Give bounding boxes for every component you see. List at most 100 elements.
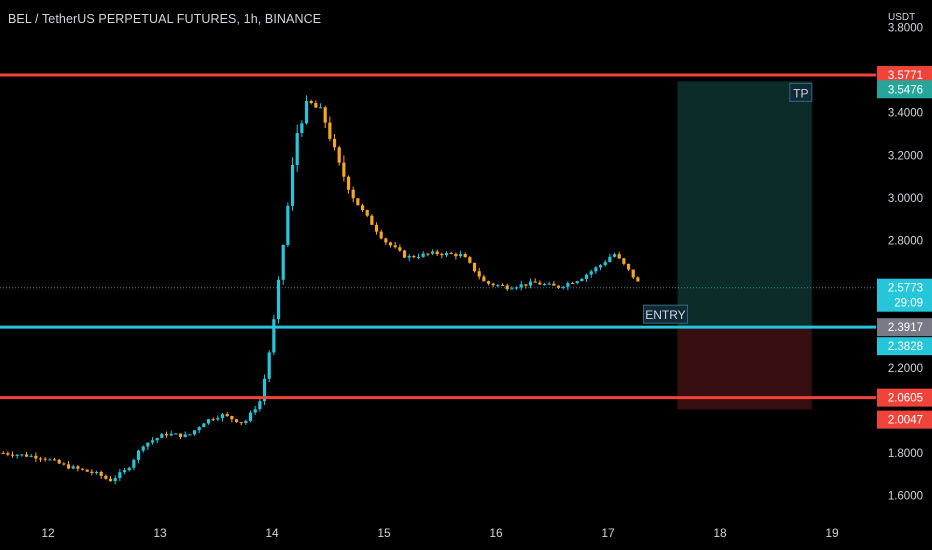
- candle-body: [603, 262, 607, 266]
- candle-body: [164, 434, 169, 436]
- price-tag-label: 2.3917: [888, 322, 923, 334]
- candle-body: [622, 258, 626, 264]
- candle-body: [276, 279, 281, 320]
- candle-body: [332, 138, 337, 148]
- candle-body: [192, 430, 197, 435]
- candle-body: [505, 285, 509, 290]
- candle-body: [435, 251, 439, 254]
- candle-body: [85, 469, 89, 472]
- candle-body: [169, 433, 173, 436]
- candle-body: [575, 281, 579, 284]
- candle-body: [580, 278, 584, 282]
- candle-body: [384, 238, 388, 243]
- candle-body: [202, 423, 206, 428]
- candle-body: [304, 101, 309, 124]
- price-tag: [877, 293, 932, 312]
- candle-body: [510, 288, 514, 290]
- candle-body: [309, 101, 313, 103]
- candle-body: [444, 253, 449, 256]
- candle-body: [211, 419, 215, 421]
- candle-body: [500, 285, 505, 287]
- candle-body: [631, 269, 635, 278]
- candle-body: [71, 466, 75, 469]
- candle-body: [239, 422, 243, 424]
- candle-body: [337, 147, 341, 163]
- y-tick-label: 3.2000: [888, 150, 923, 162]
- candle-body: [482, 276, 486, 282]
- candle-body: [206, 419, 211, 424]
- candle-body: [374, 224, 379, 232]
- x-tick-label: 16: [489, 526, 503, 540]
- candle-body: [552, 283, 556, 286]
- candle-body: [416, 256, 421, 258]
- candle-body: [440, 253, 444, 256]
- price-tag-label: 2.0605: [888, 393, 923, 405]
- candle-body: [486, 281, 491, 284]
- candle-body: [6, 453, 10, 455]
- candle-body: [57, 459, 61, 464]
- candle-body: [188, 434, 192, 436]
- y-tick-label: 2.8000: [888, 235, 923, 247]
- candle-body: [48, 459, 52, 461]
- price-tag: [877, 337, 932, 356]
- candle-body: [108, 478, 113, 482]
- x-tick-label: 17: [601, 526, 615, 540]
- entry-label-box[interactable]: [642, 304, 688, 324]
- candle-body: [636, 277, 640, 282]
- candle-body: [314, 102, 318, 108]
- candle-body: [43, 458, 47, 460]
- tp-label-box[interactable]: [789, 82, 813, 102]
- candle-body: [220, 414, 225, 419]
- candle-body: [150, 440, 155, 443]
- candle-body: [267, 352, 271, 379]
- candle-body: [230, 415, 234, 420]
- candle-body: [76, 466, 80, 469]
- candle-body: [454, 253, 458, 257]
- candle-body: [398, 247, 402, 251]
- candle-body: [80, 468, 85, 470]
- candle-body: [146, 442, 150, 447]
- candle-body: [356, 198, 360, 206]
- candle-body: [136, 450, 141, 460]
- candle-body: [29, 455, 33, 457]
- candle-body: [533, 281, 537, 283]
- candle-body: [491, 283, 495, 286]
- price-tag-label: 2.0047: [888, 415, 923, 427]
- price-tag: [877, 410, 932, 429]
- candle-body: [323, 107, 327, 123]
- price-tag-label: 2.3828: [888, 341, 923, 353]
- entry-label: ENTRY: [645, 308, 685, 322]
- x-tick-label: 12: [41, 526, 55, 540]
- candle-body: [608, 256, 612, 263]
- candle-body: [407, 256, 411, 258]
- y-tick-label: 1.8000: [888, 448, 923, 460]
- candle-body: [262, 378, 267, 402]
- candle-body: [612, 254, 617, 257]
- candle-body: [472, 262, 477, 272]
- x-tick-label: 19: [825, 526, 839, 540]
- candle-body: [300, 123, 304, 133]
- candle-body: [351, 189, 355, 199]
- candle-body: [290, 164, 295, 206]
- candle-body: [104, 475, 108, 479]
- candle-body: [216, 418, 220, 420]
- x-tick-label: 13: [153, 526, 167, 540]
- candle-body: [342, 162, 346, 177]
- candle-body: [617, 254, 621, 259]
- candle-body: [122, 470, 127, 473]
- candle-body: [426, 253, 430, 255]
- price-tag-label: 3.5476: [888, 84, 923, 96]
- candle-body: [561, 286, 565, 288]
- candle-body: [458, 254, 463, 257]
- x-tick-label: 18: [713, 526, 727, 540]
- candle-body: [90, 471, 94, 474]
- candle-body: [225, 414, 229, 416]
- candle-body: [598, 265, 603, 268]
- candle-body: [528, 281, 533, 286]
- candle-body: [538, 282, 542, 285]
- tp-label: TP: [793, 86, 808, 100]
- candle-body: [118, 472, 122, 479]
- candle-body: [20, 454, 24, 456]
- candle-body: [174, 433, 178, 435]
- candle-body: [15, 454, 19, 456]
